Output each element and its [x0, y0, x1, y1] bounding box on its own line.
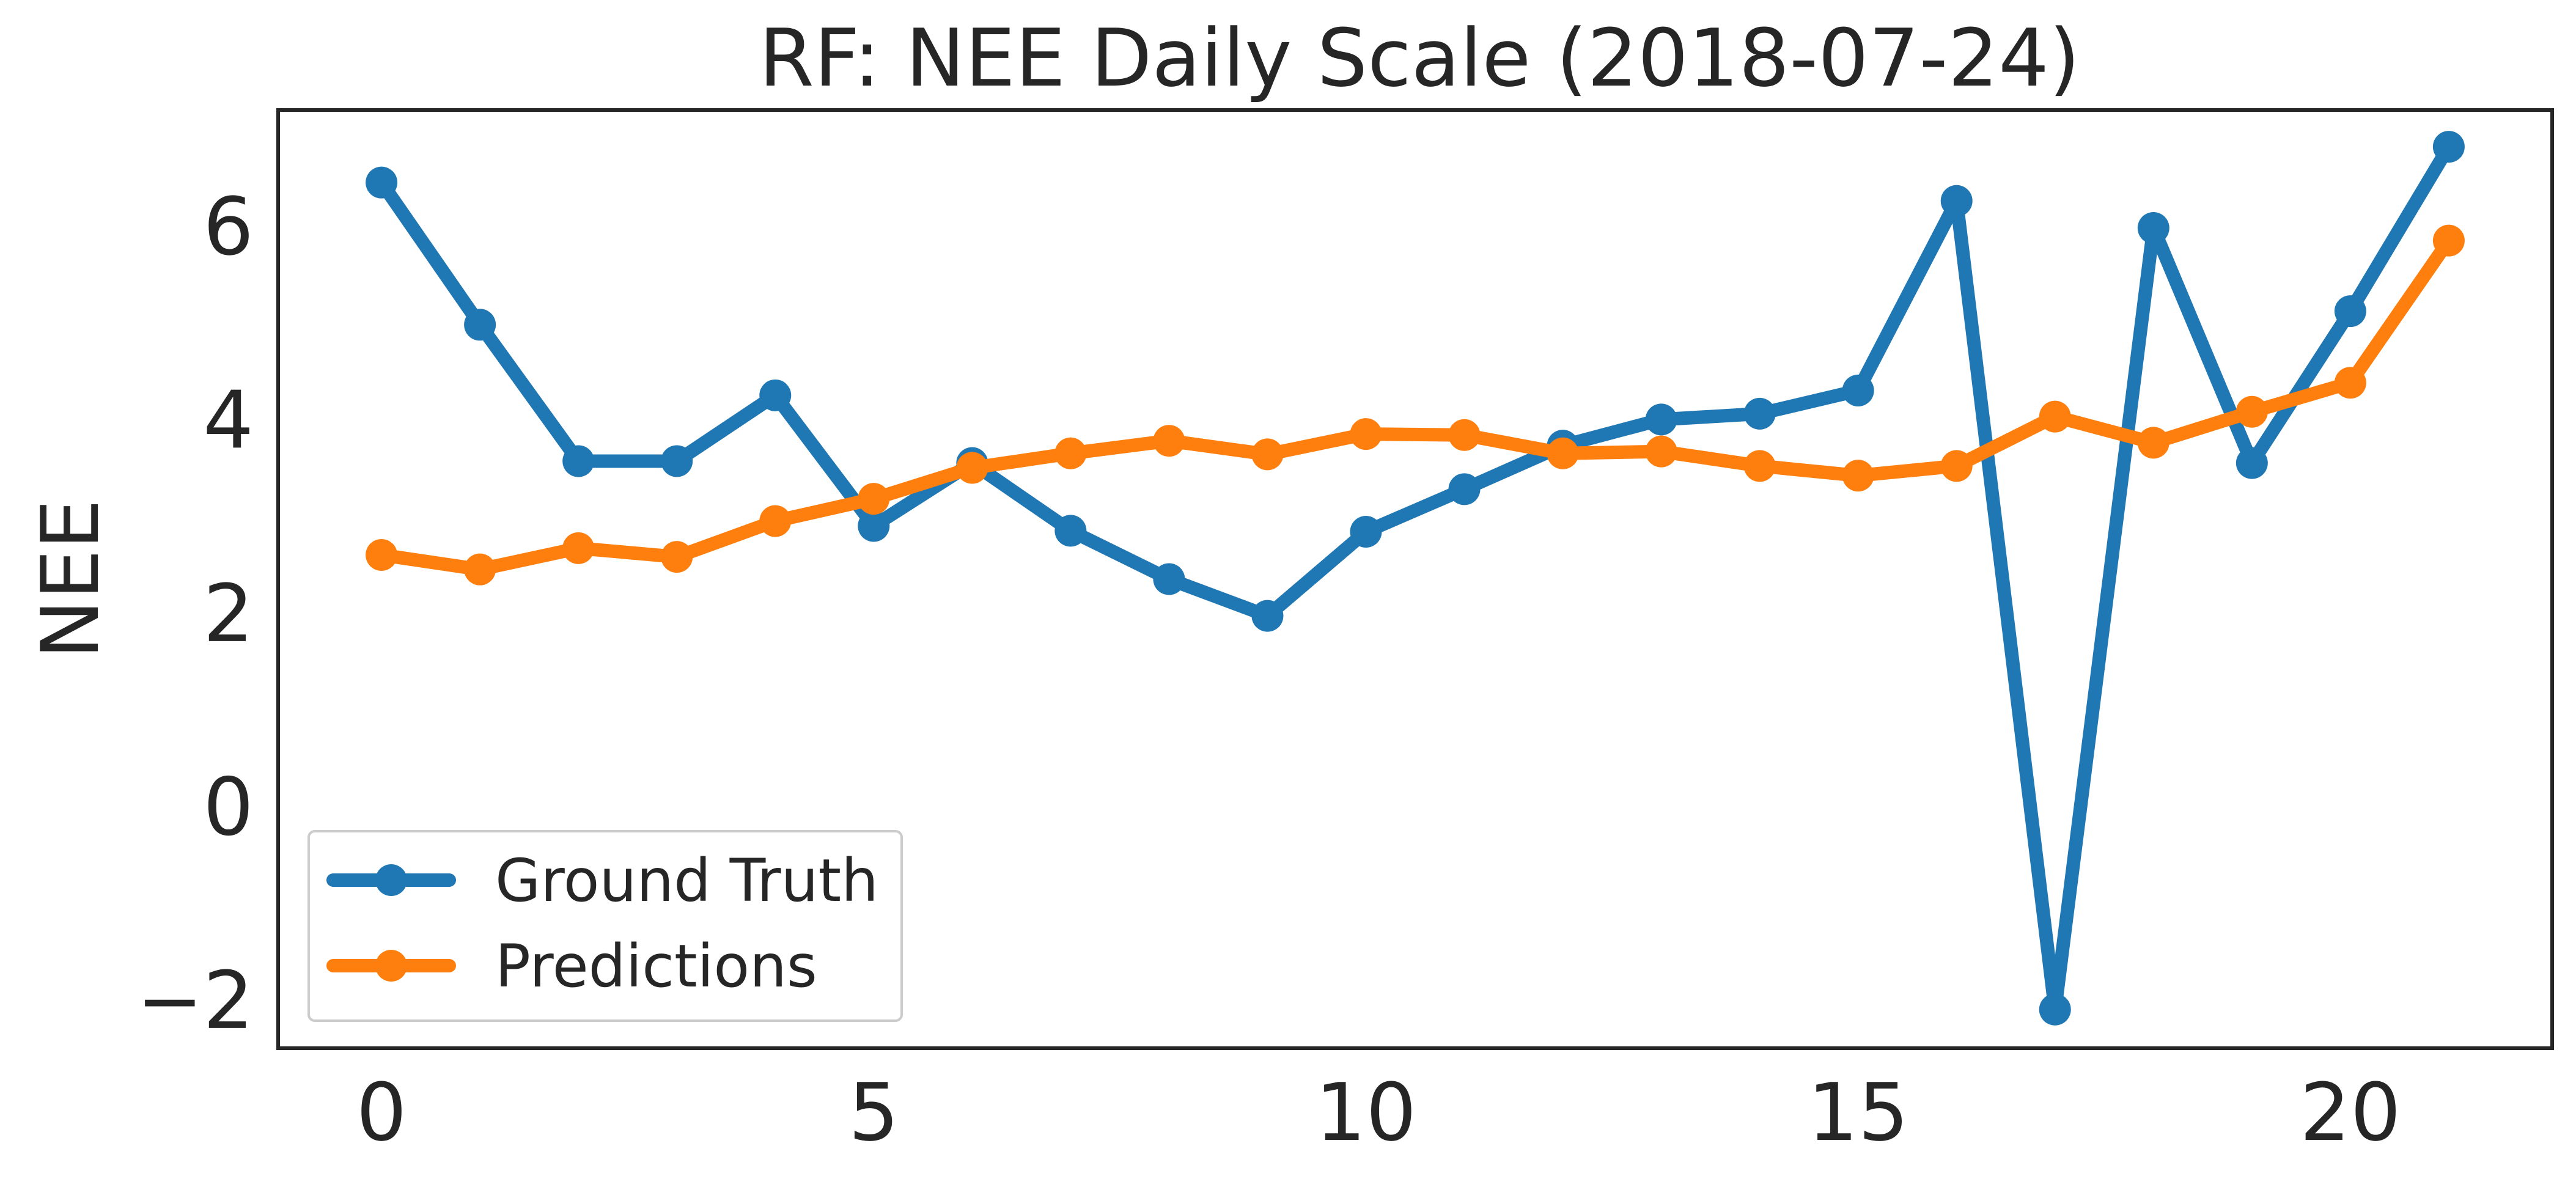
data-point-ground-truth [562, 445, 595, 477]
data-point-predictions [2334, 367, 2366, 399]
data-point-ground-truth [858, 510, 890, 542]
data-point-ground-truth [2334, 295, 2366, 328]
axes-frame [276, 108, 2554, 1050]
series-line-ground-truth [375, 140, 2456, 1016]
y-axis-label: NEE [24, 499, 117, 659]
x-tick-label: 5 [848, 1066, 899, 1159]
series-line-predictions [375, 233, 2456, 576]
x-tick-label: 20 [2300, 1066, 2401, 1159]
data-point-ground-truth [1251, 600, 1284, 632]
data-point-predictions [2137, 427, 2169, 459]
data-point-predictions [2432, 224, 2465, 257]
x-tick-label: 15 [1808, 1066, 1908, 1159]
data-point-predictions [1743, 450, 1776, 482]
y-tick-label: 4 [203, 373, 254, 466]
y-tick-label: 0 [203, 760, 254, 853]
data-point-predictions [1547, 437, 1579, 469]
data-point-predictions [2039, 400, 2071, 433]
plot-area [366, 131, 2465, 1026]
legend-marker-ground-truth [375, 864, 407, 896]
x-axis-ticks: 0 5 10 15 20 [356, 1066, 2401, 1159]
data-point-predictions [366, 538, 398, 571]
data-point-predictions [1153, 425, 1185, 457]
series-predictions [366, 224, 2465, 586]
y-axis-ticks: −2 0 2 4 6 [136, 180, 254, 1047]
data-point-ground-truth [1054, 515, 1087, 547]
data-point-ground-truth [1842, 374, 1874, 406]
data-point-predictions [1054, 437, 1087, 469]
legend-label-predictions: Predictions [495, 932, 817, 1001]
data-point-ground-truth [2137, 212, 2169, 244]
data-point-predictions [661, 541, 693, 573]
data-point-predictions [1448, 419, 1481, 451]
legend-box [307, 830, 903, 1022]
data-point-predictions [562, 532, 595, 564]
data-point-predictions [858, 483, 890, 515]
series-ground-truth [366, 131, 2465, 1026]
data-point-ground-truth [1940, 185, 1973, 217]
y-tick-label: 6 [203, 180, 254, 273]
data-point-predictions [2236, 395, 2268, 428]
data-point-ground-truth [2432, 131, 2465, 163]
legend-label-ground-truth: Ground Truth [495, 847, 878, 915]
data-point-ground-truth [759, 379, 792, 411]
data-point-predictions [1842, 460, 1874, 492]
x-tick-label: 0 [356, 1066, 407, 1159]
chart-title: RF: NEE Daily Scale (2018-07-24) [759, 12, 2080, 105]
data-point-ground-truth [1645, 403, 1677, 436]
data-point-predictions [956, 452, 988, 484]
x-tick-label: 10 [1316, 1066, 1416, 1159]
legend-marker-predictions [375, 950, 407, 982]
data-point-ground-truth [2236, 447, 2268, 479]
data-point-ground-truth [1448, 473, 1481, 505]
data-point-ground-truth [366, 166, 398, 199]
data-point-ground-truth [2039, 993, 2071, 1026]
data-point-predictions [759, 505, 792, 537]
data-point-predictions [1350, 418, 1382, 450]
data-point-ground-truth [1153, 563, 1185, 595]
data-point-predictions [1940, 450, 1973, 482]
data-point-ground-truth [1350, 515, 1382, 548]
data-point-predictions [1645, 435, 1677, 468]
legend: Ground Truth Predictions [307, 830, 903, 1022]
y-tick-label: −2 [136, 954, 254, 1047]
data-point-ground-truth [661, 445, 693, 477]
data-point-predictions [464, 553, 496, 586]
data-point-predictions [1251, 438, 1284, 471]
data-point-ground-truth [1743, 397, 1776, 430]
y-tick-label: 2 [203, 567, 254, 660]
data-point-ground-truth [464, 309, 496, 341]
